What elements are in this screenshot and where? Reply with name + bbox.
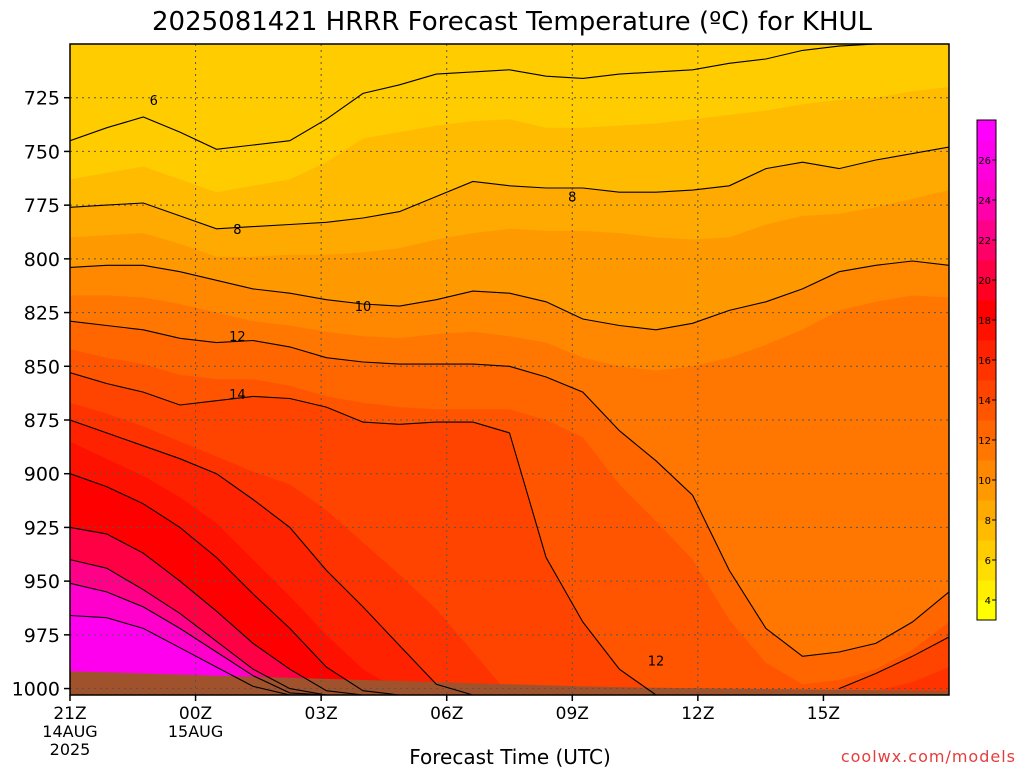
contour-line-6 <box>70 44 949 150</box>
fill-band-18 <box>70 473 949 695</box>
y-tick-label: 875 <box>24 410 60 432</box>
colorbar-tick-label: 24 <box>978 196 991 207</box>
colorbar-segment <box>977 220 996 241</box>
colorbar-tick-label: 10 <box>978 476 991 487</box>
temperature-fill-layer <box>70 44 949 695</box>
x-tick-label: 21Z <box>53 704 86 724</box>
colorbar-segment <box>977 260 996 281</box>
colorbar-tick-label: 16 <box>978 356 991 367</box>
colorbar-segment <box>977 300 996 321</box>
colorbar-segment <box>977 500 996 521</box>
colorbar-segment <box>977 180 996 201</box>
contour-label: 8 <box>233 223 241 238</box>
y-tick-label: 750 <box>24 141 60 163</box>
colorbar-segment <box>977 480 996 501</box>
y-tick-label: 775 <box>24 195 60 217</box>
contour-label: 12 <box>648 655 665 670</box>
colorbar-segment <box>977 340 996 361</box>
colorbar-segment <box>977 240 996 261</box>
colorbar-tick-label: 6 <box>985 556 991 567</box>
contour-line-26 <box>70 614 290 695</box>
contour-line-18 <box>70 473 400 695</box>
colorbar-segment <box>977 600 996 621</box>
colorbar-segment <box>977 420 996 441</box>
contour-line-12 <box>70 320 949 657</box>
x-tick-label: 15Z <box>807 704 840 724</box>
x-axis-label: Forecast Time (UTC) <box>409 745 611 768</box>
x-tick-label: 12Z <box>681 704 714 724</box>
colorbar-tick-label: 14 <box>978 396 991 407</box>
colorbar-segment <box>977 200 996 221</box>
x-tick-sublabel: 15AUG <box>168 722 223 741</box>
colorbar-segment <box>977 540 996 561</box>
colorbar-tick-label: 8 <box>985 516 991 527</box>
colorbar-tick-label: 22 <box>978 236 991 247</box>
x-tick-sublabel: 14AUG <box>42 722 97 741</box>
x-tick-sublabel: 2025 <box>50 740 91 759</box>
colorbar: 4 6 8 10 12 14 16 18 20 22 24 26 <box>976 119 997 621</box>
colorbar-segment <box>977 580 996 601</box>
colorbar-segment <box>977 360 996 381</box>
colorbar-tick-label: 12 <box>978 436 991 447</box>
colorbar-segment <box>977 440 996 461</box>
colorbar-tick-label: 20 <box>978 276 991 287</box>
pressure-axis: 725 750 775 800 825 850 875 900 925 950 975 1000 <box>12 88 70 701</box>
y-tick-label: 900 <box>24 464 60 486</box>
contour-line-10 <box>70 260 949 331</box>
contour-label-layer: 6 8 8 10 12 12 14 <box>150 94 665 670</box>
y-tick-label: 925 <box>24 517 60 539</box>
contour-label: 6 <box>150 94 158 109</box>
contour-line-20 <box>70 526 364 695</box>
contour-line-24 <box>70 582 327 695</box>
colorbar-segment <box>977 400 996 421</box>
colorbar-segment <box>977 460 996 481</box>
colorbar-segment <box>977 140 996 161</box>
chart-title: 2025081421 HRRR Forecast Temperature (ºC… <box>152 7 873 37</box>
colorbar-segment <box>977 520 996 541</box>
colorbar-segment <box>977 120 996 141</box>
contour-label: 8 <box>568 191 576 206</box>
y-tick-label: 975 <box>24 625 60 647</box>
contour-line-16 <box>70 419 474 695</box>
y-tick-label: 850 <box>24 356 60 378</box>
contour-layer <box>70 44 949 695</box>
contour-line-22 <box>70 559 327 695</box>
colorbar-tick-label: 26 <box>978 156 991 167</box>
contour-label: 10 <box>355 300 372 315</box>
y-tick-label: 825 <box>24 303 60 325</box>
y-tick-label: 800 <box>24 249 60 271</box>
x-tick-label: 00Z <box>179 704 212 724</box>
contour-line-14 <box>70 372 949 695</box>
x-tick-label: 03Z <box>305 704 338 724</box>
colorbar-segment <box>977 380 996 401</box>
y-tick-label: 725 <box>24 88 60 110</box>
colorbar-tick-label: 18 <box>978 316 991 327</box>
colorbar-segment <box>977 320 996 341</box>
colorbar-segment <box>977 280 996 301</box>
contour-line-8 <box>70 146 949 230</box>
y-tick-label: 1000 <box>12 679 60 701</box>
contour-label: 12 <box>229 330 246 345</box>
contour-label: 14 <box>229 388 246 403</box>
colorbar-segment <box>977 160 996 181</box>
x-tick-label: 09Z <box>556 704 589 724</box>
x-tick-label: 06Z <box>430 704 463 724</box>
credit-text: coolwx.com/models <box>841 747 1016 766</box>
colorbar-frame <box>976 119 997 621</box>
colorbar-segment <box>977 560 996 581</box>
colorbar-tick-label: 4 <box>985 596 991 607</box>
y-tick-label: 950 <box>24 571 60 593</box>
plot-frame <box>69 43 950 696</box>
